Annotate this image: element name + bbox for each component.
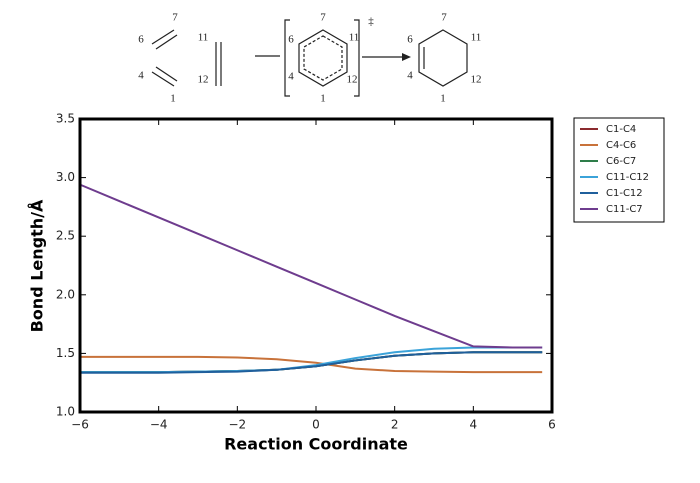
atom-label: 12 bbox=[198, 74, 209, 86]
y-tick-label: 1.0 bbox=[56, 405, 75, 419]
legend-label: C11-C12 bbox=[606, 172, 649, 183]
atom-label: 4 bbox=[288, 71, 294, 83]
legend-label: C6-C7 bbox=[606, 156, 636, 167]
series-line bbox=[79, 183, 543, 349]
atom-label: 4 bbox=[138, 70, 144, 82]
reaction-scheme: 7 6 4 1 11 12 7 6 11 4 12 1 ‡ 7 6 11 4 1… bbox=[138, 12, 481, 105]
x-axis-label: Reaction Coordinate bbox=[224, 435, 408, 454]
series-line bbox=[80, 355, 543, 374]
legend-label: C4-C6 bbox=[606, 140, 636, 151]
bond bbox=[151, 29, 175, 45]
atom-label: 11 bbox=[471, 32, 482, 44]
partial-bonds bbox=[303, 35, 343, 81]
legend-box bbox=[573, 117, 665, 223]
atom-label: 4 bbox=[407, 70, 413, 82]
plot-frame bbox=[78, 117, 554, 414]
y-tick-label: 3.0 bbox=[56, 170, 75, 184]
bond bbox=[151, 71, 175, 87]
y-tick-label: 3.5 bbox=[56, 112, 75, 126]
series-line bbox=[80, 351, 543, 374]
atom-label: 11 bbox=[198, 32, 209, 44]
bond bbox=[155, 66, 178, 82]
x-tick-label: −2 bbox=[228, 418, 246, 432]
bracket bbox=[284, 19, 360, 97]
ts-symbol: ‡ bbox=[368, 16, 374, 28]
atom-label: 6 bbox=[407, 34, 413, 46]
atom-label: 12 bbox=[347, 74, 358, 86]
atom-label: 1 bbox=[440, 93, 446, 105]
y-tick-label: 1.5 bbox=[56, 346, 75, 360]
arrow-head bbox=[402, 53, 411, 61]
atom-label: 1 bbox=[320, 93, 326, 105]
legend-label: C1-C12 bbox=[606, 188, 643, 199]
x-tick-label: 2 bbox=[391, 418, 399, 432]
y-axis-label: Bond Length/Å bbox=[28, 199, 47, 332]
ring bbox=[298, 29, 348, 87]
atom-label: 7 bbox=[320, 12, 326, 24]
bond bbox=[155, 34, 178, 50]
series-line bbox=[80, 346, 543, 374]
atom-label: 12 bbox=[471, 74, 482, 86]
x-tick-label: −4 bbox=[150, 418, 168, 432]
atom-label: 7 bbox=[441, 12, 447, 24]
legend-label: C1-C4 bbox=[606, 124, 636, 135]
atom-label: 6 bbox=[138, 34, 144, 46]
x-tick-label: 6 bbox=[548, 418, 556, 432]
x-tick-label: −6 bbox=[71, 418, 89, 432]
atom-label: 6 bbox=[288, 34, 294, 46]
atom-label: 7 bbox=[172, 12, 178, 24]
atom-label: 11 bbox=[349, 32, 360, 44]
y-tick-label: 2.5 bbox=[56, 229, 75, 243]
legend-label: C11-C7 bbox=[606, 204, 643, 215]
x-tick-label: 0 bbox=[312, 418, 320, 432]
x-tick-label: 4 bbox=[470, 418, 478, 432]
ring bbox=[418, 29, 468, 87]
y-tick-label: 2.0 bbox=[56, 287, 75, 301]
atom-label: 1 bbox=[170, 93, 176, 105]
